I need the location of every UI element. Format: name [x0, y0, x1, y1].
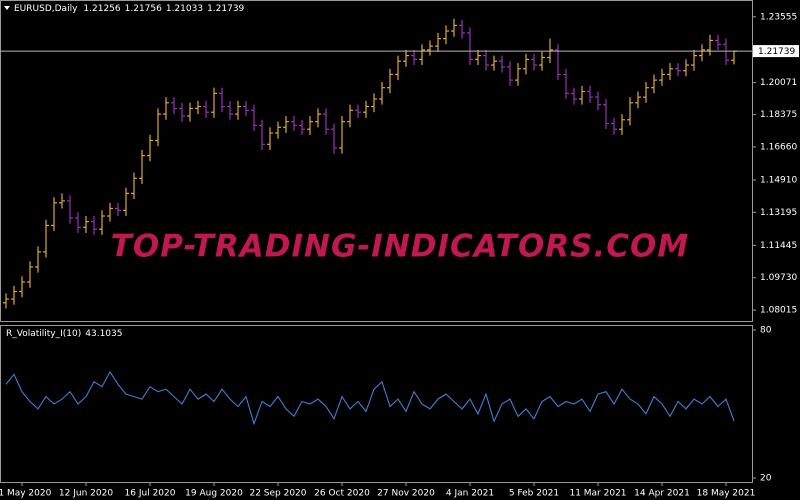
y-tick-label: 1.08015 — [760, 306, 797, 316]
x-tick-label: 19 Aug 2020 — [185, 489, 243, 499]
y-tick-label: 1.18375 — [760, 110, 797, 120]
menu-icon[interactable] — [4, 6, 10, 10]
x-tick-label: 27 Nov 2020 — [377, 489, 435, 499]
indicator-last-value: 43.1035 — [85, 329, 122, 339]
y-tick-label: 1.14910 — [760, 175, 797, 185]
indicator-panel-frame — [0, 325, 753, 483]
x-tick-label: 5 Feb 2021 — [509, 489, 559, 499]
y-tick-label: 1.13195 — [760, 208, 797, 218]
last-open: 1.21256 — [83, 4, 120, 14]
indicator-line — [5, 370, 735, 426]
price-label: 1.21739 — [758, 47, 795, 57]
x-tick-label: 12 Jun 2020 — [59, 489, 113, 499]
chart-header: EURUSD,Daily 1.21256 1.21756 1.21033 1.21739 — [14, 4, 245, 14]
y-tick-label: 1.20071 — [760, 78, 797, 88]
y-tick-label: 80 — [760, 326, 772, 336]
x-tick-label: 22 Sep 2020 — [249, 489, 306, 499]
last-low: 1.21033 — [166, 4, 203, 14]
y-tick-label: 1.09730 — [760, 273, 797, 283]
last-close: 1.21739 — [207, 4, 244, 14]
y-tick-label: 1.23555 — [760, 12, 797, 22]
price-label-box — [753, 45, 799, 58]
watermark: TOP-TRADING-INDICATORS.COM — [111, 229, 689, 265]
last-high: 1.21756 — [125, 4, 162, 14]
x-tick-label: 16 Jul 2020 — [125, 489, 176, 499]
x-tick-label: 18 May 2021 — [697, 489, 756, 499]
indicator-title: R_Volatility_I(10) — [6, 329, 81, 339]
symbol: EURUSD,Daily — [14, 4, 78, 14]
x-tick-label: 4 Jan 2021 — [446, 489, 494, 499]
indicator-header: R_Volatility_I(10) 43.1035 — [6, 329, 122, 339]
x-tick-label: 11 Mar 2021 — [569, 489, 626, 499]
x-tick-label: 11 May 2020 — [0, 489, 52, 499]
x-tick-label: 14 Apr 2021 — [634, 489, 690, 499]
price-panel-frame — [0, 0, 753, 322]
y-tick-label: 1.11445 — [760, 241, 797, 251]
y-tick-label: 20 — [760, 474, 772, 484]
y-tick-label: 1.16660 — [760, 142, 797, 152]
x-tick-label: 26 Oct 2020 — [314, 489, 370, 499]
